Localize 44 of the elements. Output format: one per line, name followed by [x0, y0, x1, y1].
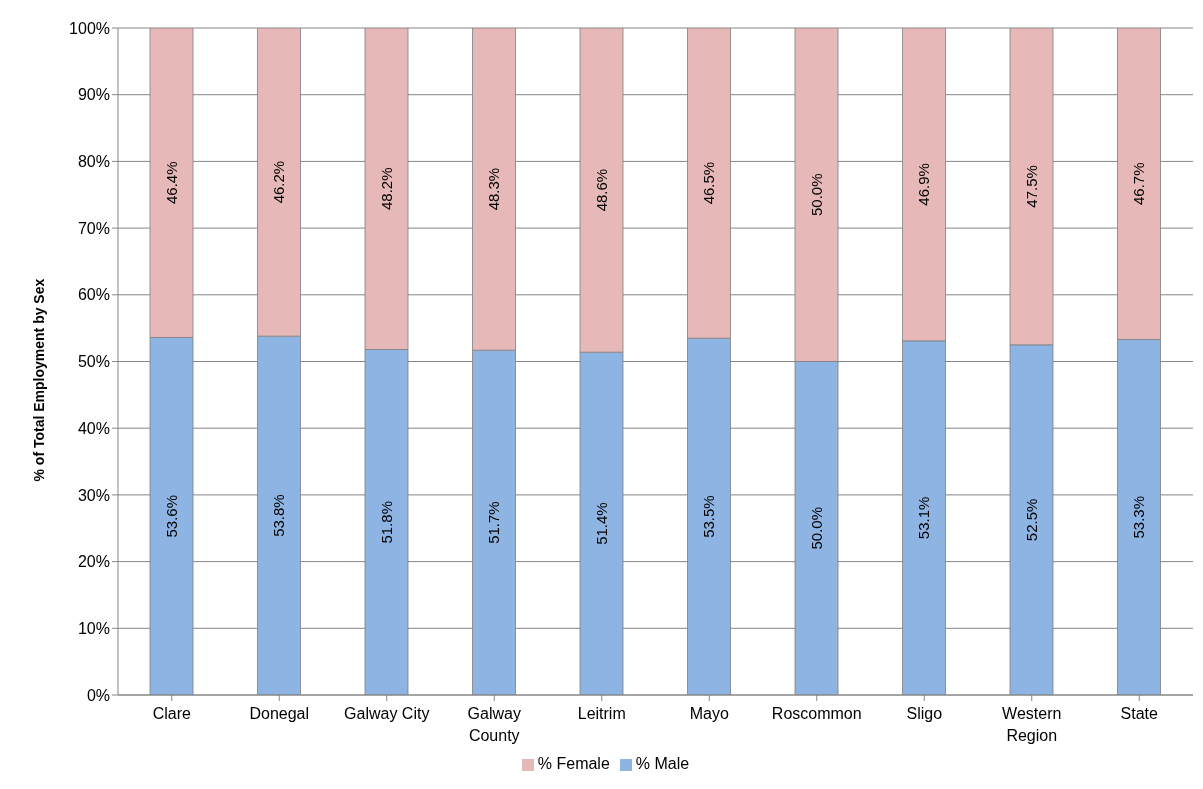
y-tick-label: 50% — [77, 353, 110, 371]
y-tick-label: 90% — [77, 86, 110, 104]
legend-label: % Female — [537, 755, 610, 772]
data-label: 53.8% — [270, 494, 288, 537]
data-label: 48.6% — [593, 168, 610, 212]
x-tick-label: Clare — [152, 705, 191, 722]
data-label: 53.3% — [1130, 495, 1148, 539]
data-label: 50.0% — [808, 173, 825, 217]
x-tick-label: Sligo — [906, 705, 943, 722]
data-label: 51.7% — [485, 501, 503, 544]
data-label: 52.5% — [1023, 498, 1040, 542]
y-tick-label: 20% — [77, 553, 110, 571]
data-label: 46.5% — [700, 161, 718, 205]
data-label: 50.0% — [808, 506, 825, 550]
y-tick-label: 10% — [77, 619, 110, 637]
x-tick-label: Galway City — [344, 705, 430, 722]
x-tick-label: Leitrim — [577, 705, 626, 722]
x-tick-label: Roscommon — [771, 705, 862, 722]
data-label: 53.5% — [700, 495, 718, 538]
data-label: 48.2% — [378, 167, 395, 211]
data-label: 51.8% — [378, 500, 395, 544]
x-tick-label: Western Region — [1002, 705, 1062, 744]
y-tick-label: 100% — [69, 19, 110, 37]
x-tick-label: Mayo — [689, 705, 729, 722]
data-label: 53.1% — [915, 496, 933, 540]
data-label: 46.2% — [270, 160, 288, 204]
data-label: 46.4% — [163, 161, 180, 205]
data-label: 46.9% — [915, 163, 933, 206]
x-tick-label: State — [1120, 705, 1159, 722]
data-label: 46.7% — [1130, 162, 1148, 206]
y-tick-label: 80% — [77, 153, 110, 171]
y-tick-label: 0% — [86, 686, 110, 704]
data-label: 47.5% — [1023, 165, 1040, 208]
y-tick-label: 70% — [77, 219, 110, 237]
x-tick-label: Galway County — [467, 705, 521, 744]
data-label: 53.6% — [163, 494, 180, 538]
y-tick-label: 30% — [77, 486, 110, 504]
x-tick-label: Donegal — [249, 705, 310, 722]
legend-label: % Male — [635, 755, 690, 772]
data-label: 51.4% — [593, 502, 610, 545]
y-axis-title: % of Total Employment by Sex — [30, 278, 47, 482]
y-tick-label: 60% — [77, 286, 110, 304]
data-label: 48.3% — [485, 167, 503, 211]
y-tick-label: 40% — [77, 419, 110, 437]
